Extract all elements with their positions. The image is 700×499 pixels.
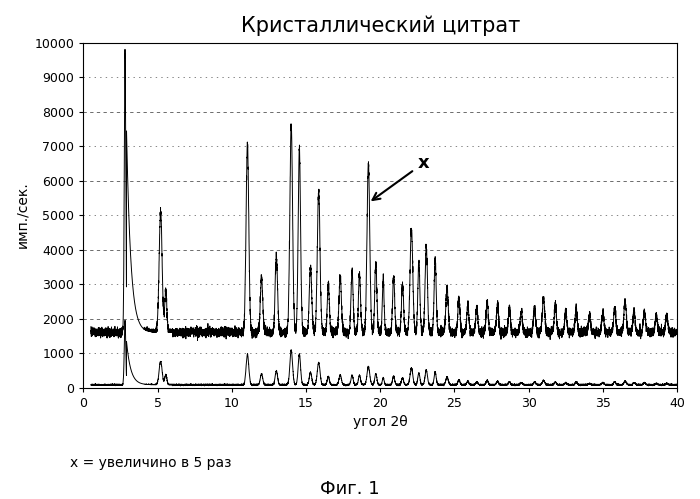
X-axis label: угол 2θ: угол 2θ (353, 415, 407, 429)
Text: Фиг. 1: Фиг. 1 (320, 480, 380, 498)
Text: x = увеличино в 5 раз: x = увеличино в 5 раз (70, 456, 232, 470)
Y-axis label: имп./сек.: имп./сек. (15, 182, 29, 249)
Title: Кристаллический цитрат: Кристаллический цитрат (241, 15, 520, 35)
Text: x: x (372, 154, 429, 200)
